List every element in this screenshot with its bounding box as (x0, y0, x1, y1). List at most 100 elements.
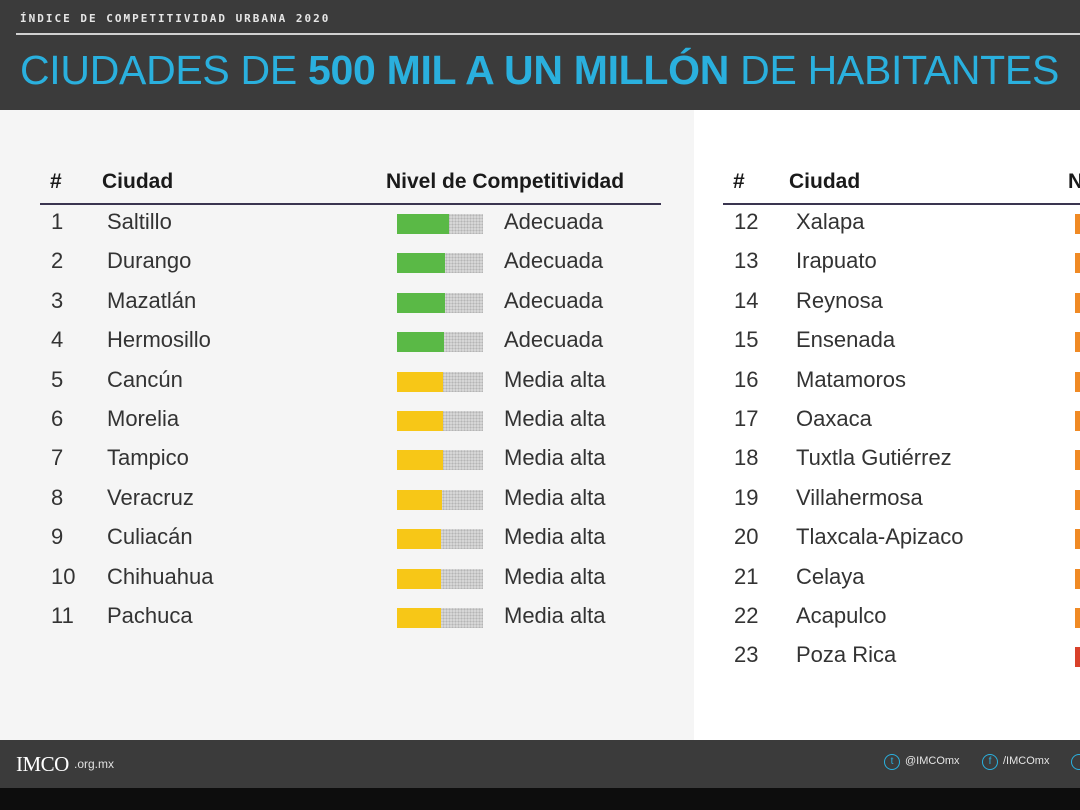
table-row: 13 Irapuato (0, 243, 1080, 279)
score-bar-partial (1075, 450, 1080, 470)
score-bar-partial (1075, 253, 1080, 273)
rank-cell: 20 (734, 524, 759, 549)
level-cell: Media alta (504, 564, 606, 589)
instagram-icon (1071, 754, 1080, 770)
table-row: 19 Villahermosa (0, 480, 1080, 516)
table-row: 4 Hermosillo Adecuada (0, 322, 694, 358)
imco-logo: IMCO (16, 752, 69, 776)
table-row: 20 Tlaxcala-Apizaco (0, 519, 1080, 555)
score-bar-fill (397, 529, 441, 549)
page-title: CIUDADES DE 500 MIL A UN MILLÓN DE HABIT… (20, 44, 1059, 96)
score-bar-partial (1075, 608, 1080, 628)
score-bar-fill (397, 253, 445, 273)
report-kicker: ÍNDICE DE COMPETITIVIDAD URBANA 2020 (20, 12, 331, 25)
level-cell: Adecuada (504, 288, 604, 313)
table-row: 16 Matamoros (0, 362, 1080, 398)
level-cell: Media alta (504, 367, 606, 392)
rank-cell: 4 (51, 327, 64, 352)
city-cell: Mazatlán (107, 288, 197, 313)
title-prefix: CIUDADES DE (20, 47, 309, 93)
city-cell: Morelia (107, 406, 180, 431)
score-bar-fill (397, 214, 449, 234)
city-cell: Saltillo (107, 209, 172, 234)
city-cell: Hermosillo (107, 327, 211, 352)
title-suffix: DE HABITANTES (729, 47, 1059, 93)
left-panel (0, 110, 694, 740)
rank-cell: 9 (51, 524, 64, 549)
table-row: 7 Tampico Media alta (0, 440, 694, 476)
score-bar-partial (1075, 214, 1080, 234)
rank-cell: 23 (734, 642, 759, 667)
score-bar (397, 332, 483, 352)
table-row: 11 Pachuca Media alta (0, 598, 694, 634)
score-bar-fill (397, 608, 441, 628)
table-row: 22 Acapulco (0, 598, 1080, 634)
city-cell: Celaya (796, 564, 865, 589)
score-bar-partial (1075, 293, 1080, 313)
city-cell: Tuxtla Gutiérrez (796, 445, 952, 470)
table-row: 2 Durango Adecuada (0, 243, 694, 279)
rank-cell: 15 (734, 327, 759, 352)
twitter-handle: @IMCOmx (905, 755, 960, 767)
rank-cell: 1 (51, 209, 64, 234)
score-bar-partial (1075, 647, 1080, 667)
rank-cell: 13 (734, 248, 759, 273)
score-bar-partial (1075, 332, 1080, 352)
level-cell: Media alta (504, 603, 606, 628)
score-bar-partial (1075, 529, 1080, 549)
table-row: 14 Reynosa (0, 283, 1080, 319)
level-cell: Media alta (504, 406, 606, 431)
facebook-handle: /IMCOmx (1003, 755, 1050, 767)
city-cell: Irapuato (796, 248, 877, 273)
city-cell: Acapulco (796, 603, 887, 628)
score-bar (397, 529, 483, 549)
left-col-level-header: Nivel de Competitividad (386, 170, 625, 193)
rank-cell: 18 (734, 445, 759, 470)
rank-cell: 2 (51, 248, 64, 273)
score-bar-fill (397, 411, 443, 431)
table-row: 3 Mazatlán Adecuada (0, 283, 694, 319)
rank-cell: 14 (734, 288, 759, 313)
table-row: 5 Cancún Media alta (0, 362, 694, 398)
score-bar (397, 293, 483, 313)
title-emphasis: 500 MIL A UN MILLÓN (308, 47, 730, 93)
city-cell: Ensenada (796, 327, 896, 352)
table-row: 17 Oaxaca (0, 401, 1080, 437)
table-row: 15 Ensenada (0, 322, 1080, 358)
table-row: 23 Poza Rica (0, 637, 1080, 673)
header-divider (16, 33, 1080, 35)
city-cell: Veracruz (107, 485, 194, 510)
city-cell: Xalapa (796, 209, 865, 234)
city-cell: Pachuca (107, 603, 193, 628)
rank-cell: 3 (51, 288, 64, 313)
footer-bar (0, 740, 1080, 788)
city-cell: Oaxaca (796, 406, 872, 431)
score-bar-fill (397, 293, 445, 313)
score-bar-partial (1075, 569, 1080, 589)
score-bar (397, 411, 483, 431)
score-bar-partial (1075, 411, 1080, 431)
left-col-city-header: Ciudad (102, 170, 174, 193)
city-cell: Durango (107, 248, 192, 273)
score-bar (397, 253, 483, 273)
rank-cell: 22 (734, 603, 759, 628)
bottom-strip (0, 788, 1080, 810)
header-bar (0, 0, 1080, 110)
city-cell: Tampico (107, 445, 189, 470)
left-col-rank-header: # (50, 170, 62, 193)
level-cell: Media alta (504, 524, 606, 549)
score-bar-fill (397, 490, 442, 510)
rank-cell: 16 (734, 367, 759, 392)
rank-cell: 12 (734, 209, 759, 234)
city-cell: Villahermosa (796, 485, 923, 510)
level-cell: Adecuada (504, 209, 604, 234)
city-cell: Matamoros (796, 367, 907, 392)
right-col-level-header: N (1068, 170, 1080, 193)
score-bar-partial (1075, 372, 1080, 392)
city-cell: Poza Rica (796, 642, 897, 667)
rank-cell: 11 (51, 603, 74, 628)
score-bar-fill (397, 372, 443, 392)
table-row: 8 Veracruz Media alta (0, 480, 694, 516)
left-header-rule (40, 203, 661, 205)
rank-cell: 5 (51, 367, 64, 392)
